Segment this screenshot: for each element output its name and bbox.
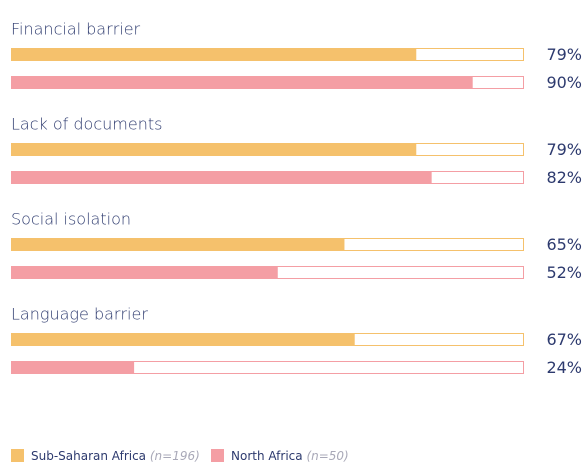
bar [11,143,417,156]
bar [11,171,432,184]
value-label: 82% [546,168,582,187]
value-label: 52% [546,263,582,282]
legend-name: North Africa [231,449,303,463]
bar [11,361,135,374]
legend-swatch [211,449,224,462]
value-label: 67% [546,330,582,349]
legend-swatch [11,449,24,462]
bar [11,76,473,89]
category-label: Lack of documents [11,115,162,134]
legend-label: North Africa (n=50) [231,449,349,463]
category-label: Financial barrier [11,20,141,39]
bar [11,266,278,279]
legend-label: Sub-Saharan Africa (n=196) [31,449,200,463]
value-label: 65% [546,235,582,254]
value-label: 79% [546,140,582,159]
bar [11,238,345,251]
bar [11,48,417,61]
legend-note: (n=196) [150,449,200,463]
category-label: Language barrier [11,305,148,324]
value-label: 24% [546,358,582,377]
legend-name: Sub-Saharan Africa [31,449,146,463]
value-label: 79% [546,45,582,64]
value-label: 90% [546,73,582,92]
category-label: Social isolation [11,210,131,229]
legend-note: (n=50) [306,449,348,463]
bar [11,333,355,346]
